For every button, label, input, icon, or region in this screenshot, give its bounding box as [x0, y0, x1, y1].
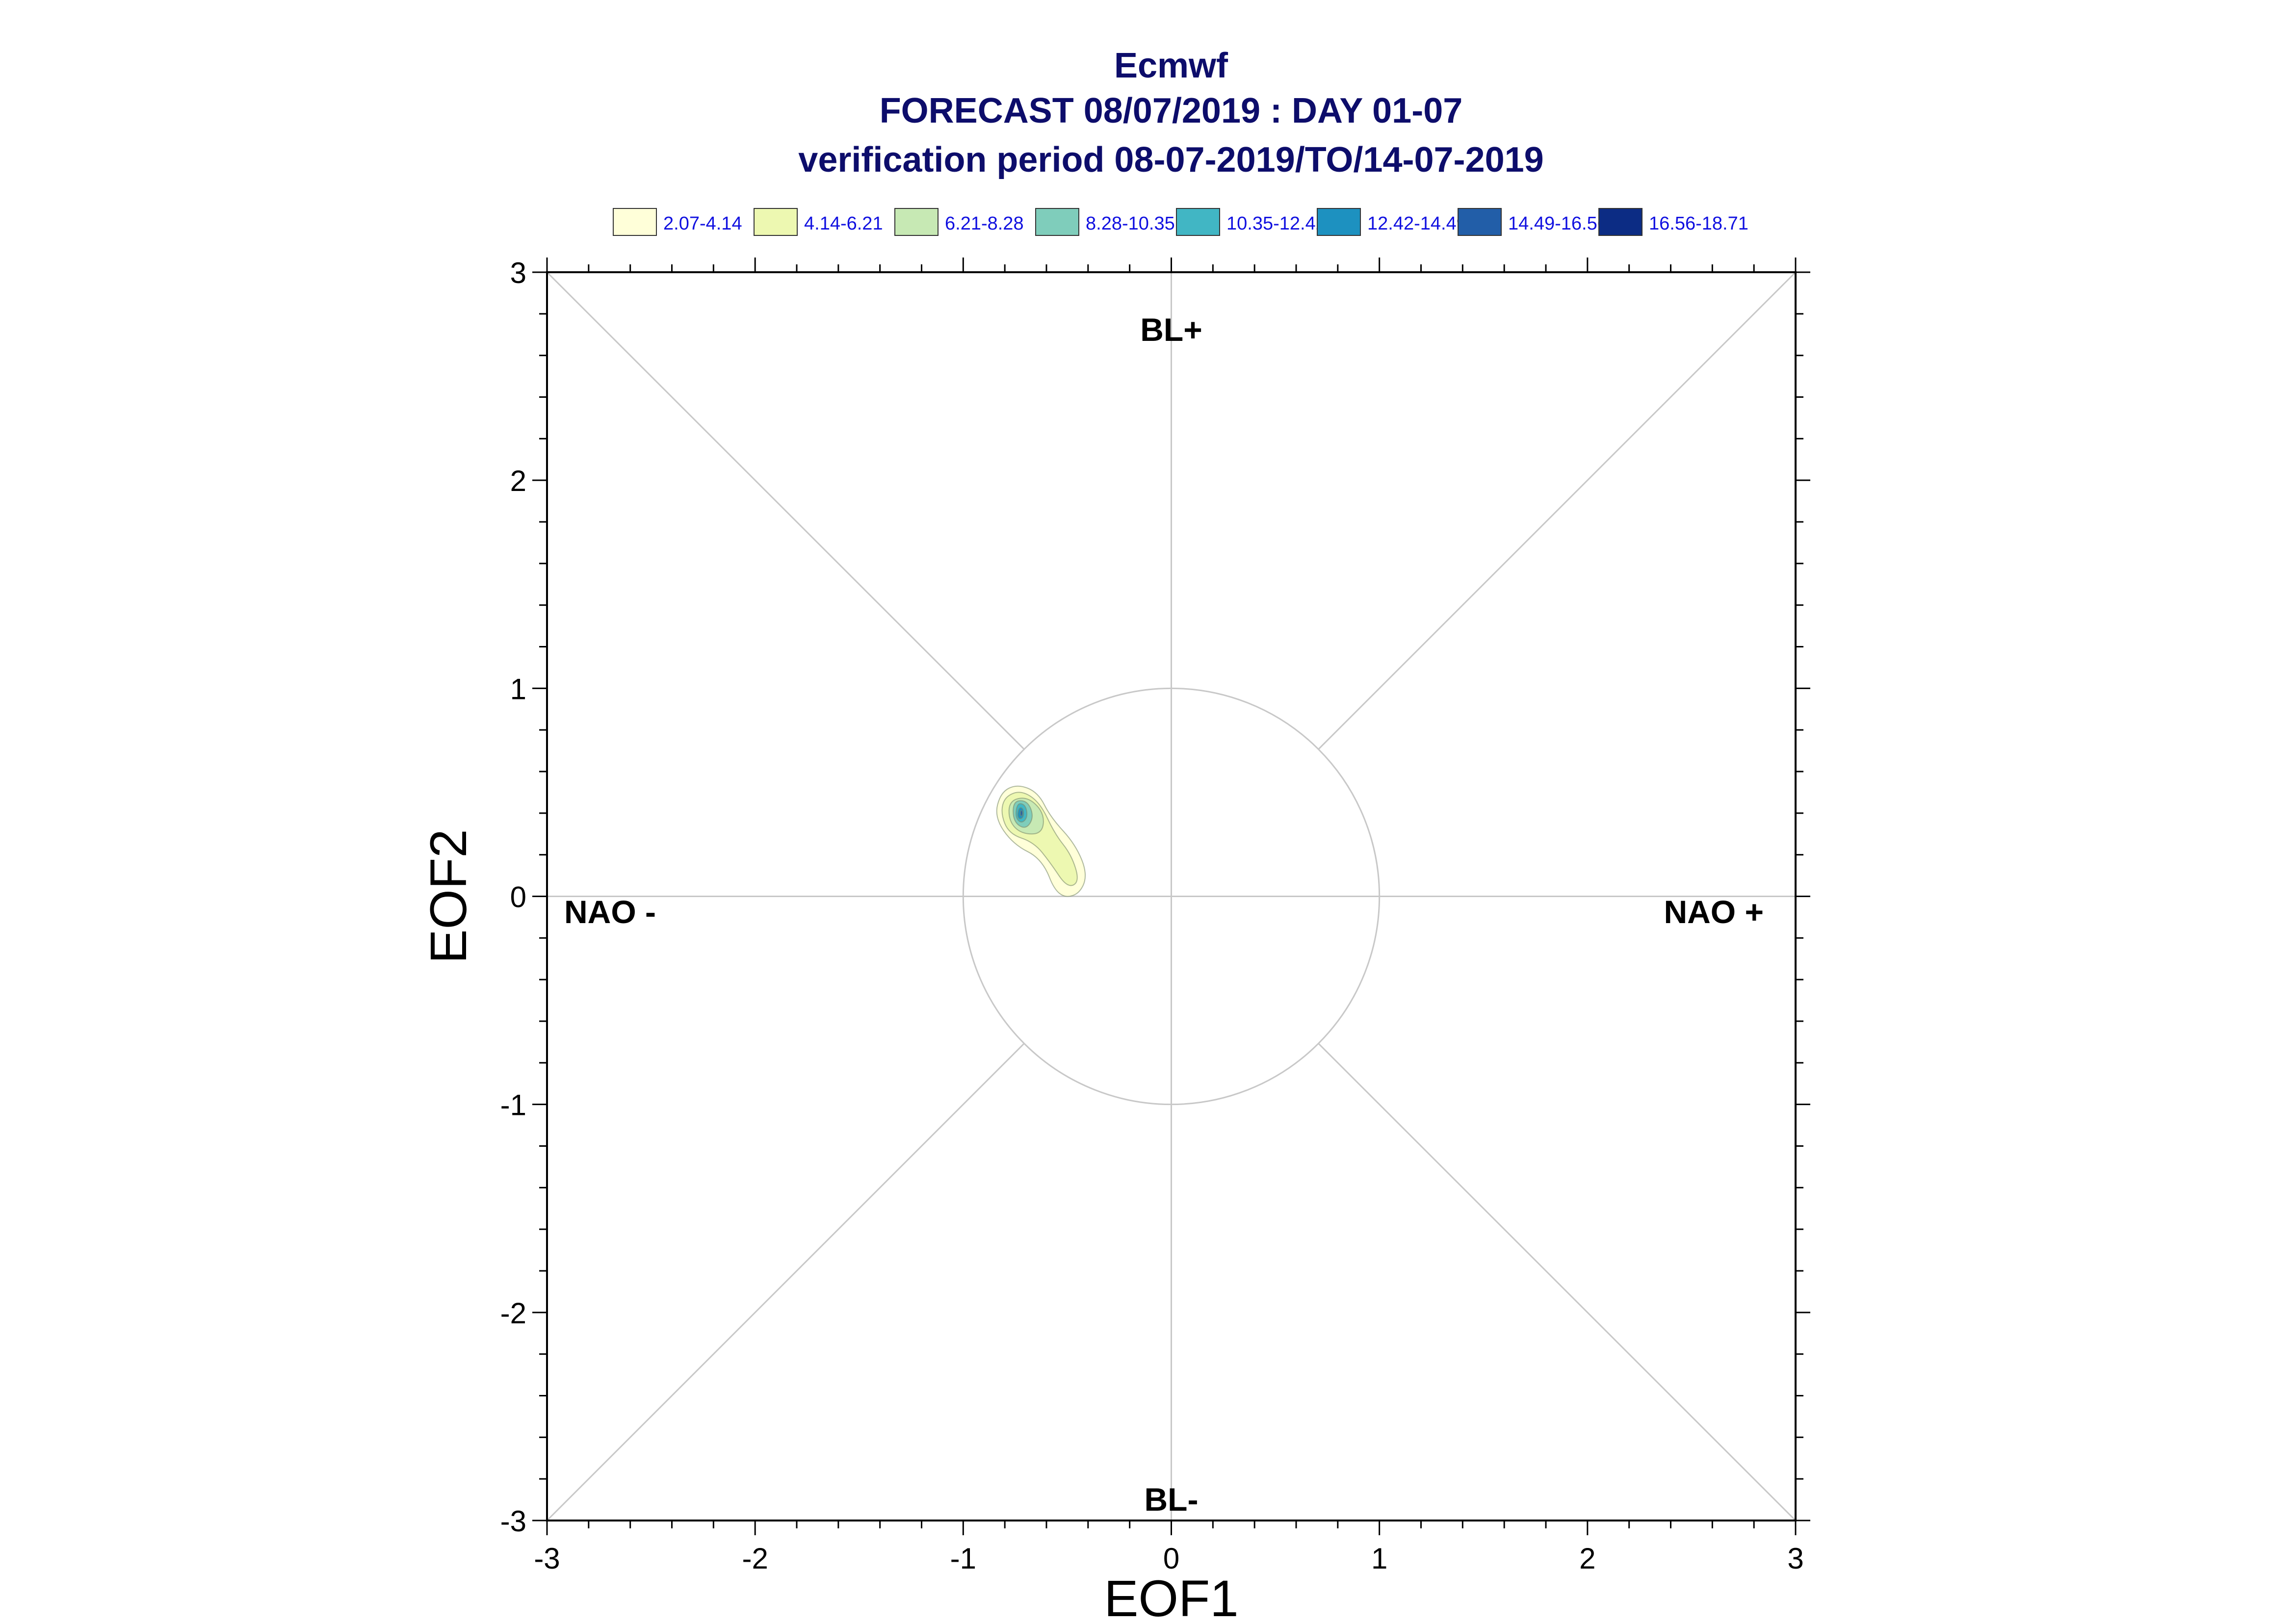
legend-swatch-overlay-3: [894, 208, 939, 236]
diagonal-reference-line-4: [546, 1043, 1025, 1521]
x-tick-label: 0: [1163, 1542, 1179, 1575]
y-tick-label: -2: [500, 1297, 526, 1330]
legend-label-7: 14.49-16.56: [1508, 213, 1608, 234]
quadrant-label-bottom: BL-: [1145, 1481, 1199, 1518]
title-line-3: verification period 08-07-2019/TO/14-07-…: [798, 140, 1543, 180]
x-tick-label: -3: [534, 1542, 560, 1575]
legend: 2.07-4.14 4.14-6.21 6.21-8.28 8.28-10.35 10.…: [613, 208, 1748, 236]
axes: -3 -2 -1 0 1 2 3 -3 -2 -1 0 1 2 3: [500, 257, 1810, 1575]
y-tick-label: 3: [510, 257, 526, 289]
legend-label-2: 4.14-6.21: [804, 213, 883, 234]
legend-swatch-overlay-7: [1458, 208, 1502, 236]
y-tick-label: -3: [500, 1505, 526, 1538]
title-line-1: Ecmwf: [1114, 46, 1228, 85]
x-tick-label: 3: [1787, 1542, 1803, 1575]
x-tick-label: 1: [1371, 1542, 1387, 1575]
diagonal-reference-line-2: [1318, 1043, 1797, 1521]
x-axis-title: EOF1: [1104, 1570, 1238, 1624]
quadrant-label-left: NAO -: [564, 894, 656, 930]
y-tick-label: 2: [510, 464, 526, 497]
legend-swatch-overlay-4: [1035, 208, 1079, 236]
legend-swatch-1: [613, 208, 657, 236]
y-axis-title: EOF2: [420, 829, 477, 963]
legend-label-3: 6.21-8.28: [945, 213, 1024, 234]
y-tick-label: 0: [510, 881, 526, 914]
quadrant-label-top: BL+: [1140, 311, 1202, 348]
unit-circle: [962, 687, 1381, 1106]
legend-label-6: 12.42-14.49: [1367, 213, 1467, 234]
density-contour-7: [1019, 810, 1023, 817]
y-tick-label: 1: [510, 672, 526, 705]
quadrant-label-right: NAO +: [1664, 894, 1764, 930]
chart-title: Ecmwf FORECAST 08/07/2019 : DAY 01-07 veri…: [798, 46, 1543, 180]
x-tick-label: -1: [950, 1542, 976, 1575]
diagonal-reference-line-1: [1318, 271, 1797, 750]
x-tick-label: 2: [1579, 1542, 1595, 1575]
y-tick-label: -1: [500, 1089, 526, 1122]
density-contours: [996, 785, 1086, 897]
legend-label-5: 10.35-12.42: [1226, 213, 1326, 234]
x-tick-label: -2: [742, 1542, 768, 1575]
legend-swatch-overlay-8: [1598, 208, 1643, 236]
title-line-2: FORECAST 08/07/2019 : DAY 01-07: [880, 91, 1463, 130]
legend-swatch-overlay-6: [1317, 208, 1361, 236]
legend-label-1: 2.07-4.14: [663, 213, 742, 234]
legend-swatch-overlay-2: [754, 208, 798, 236]
legend-swatch-overlay-5: [1176, 208, 1220, 236]
quadrant-labels: BL+ BL- NAO - NAO +: [564, 311, 1764, 1518]
legend-label-8: 16.56-18.71: [1649, 213, 1748, 234]
legend-label-4: 8.28-10.35: [1086, 213, 1175, 234]
reference-lines: [546, 271, 1797, 1521]
diagonal-reference-line-3: [546, 271, 1025, 750]
